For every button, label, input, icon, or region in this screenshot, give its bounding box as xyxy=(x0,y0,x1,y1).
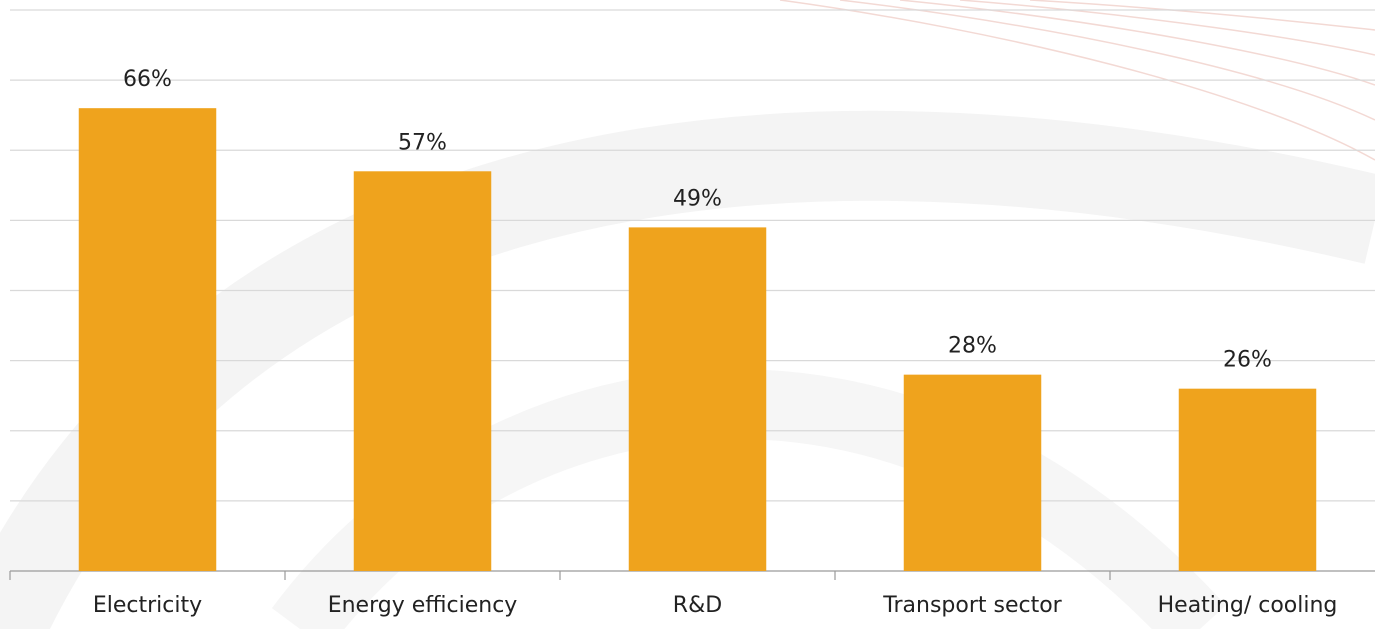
x-tick-label: Heating/ cooling xyxy=(1158,593,1338,618)
x-tick-label: Electricity xyxy=(93,593,202,618)
data-label: 26% xyxy=(1223,348,1272,373)
data-label: 28% xyxy=(948,334,997,359)
bar xyxy=(903,374,1042,571)
x-tick-label: R&D xyxy=(673,593,722,618)
bar xyxy=(1178,388,1317,571)
data-label: 49% xyxy=(673,186,722,211)
x-tick-label: Transport sector xyxy=(882,593,1062,618)
bar xyxy=(353,171,492,571)
bar xyxy=(628,227,767,571)
x-tick-label: Energy efficiency xyxy=(328,593,518,618)
data-label: 57% xyxy=(398,130,447,155)
bar xyxy=(78,108,217,572)
data-label: 66% xyxy=(123,67,172,92)
